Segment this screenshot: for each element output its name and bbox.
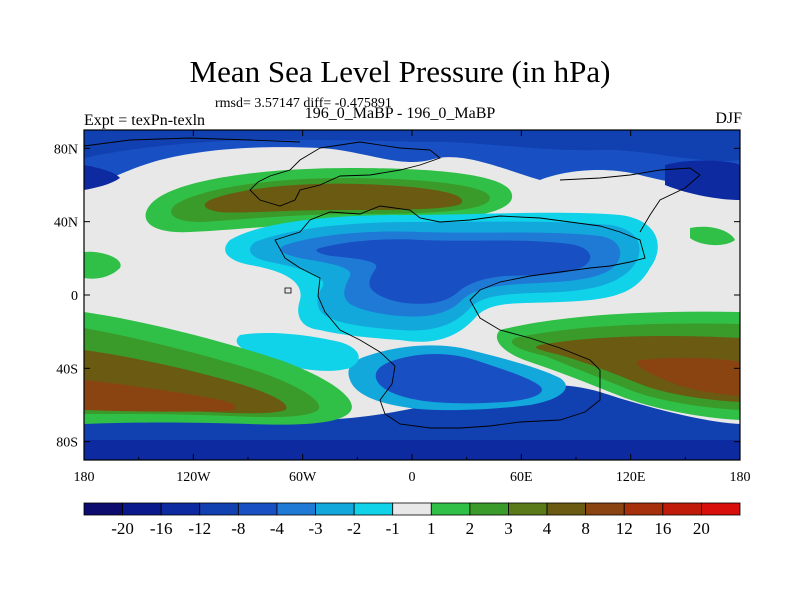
field-se-high-core [637, 357, 740, 396]
coastline-arctic [84, 137, 301, 147]
lon-tick-label: 0 [409, 470, 416, 485]
coastline-island [284, 287, 292, 294]
lat-tick-label: 0 [71, 289, 78, 304]
colorbar-label: -1 [386, 519, 400, 538]
colorbar-label: -8 [231, 519, 245, 538]
field-ne-low [665, 160, 740, 200]
colorbar-swatch [623, 502, 664, 516]
map-field [84, 130, 740, 460]
colorbar-label: 20 [693, 519, 710, 538]
colorbar-label: 8 [581, 519, 590, 538]
season-label: DJF [715, 110, 742, 127]
colorbar-label: -16 [150, 519, 173, 538]
coastline-pangea [274, 205, 646, 429]
colorbar-swatch [585, 502, 625, 516]
colorbar-swatch [392, 502, 432, 516]
field-east-high [690, 226, 735, 246]
field-sw-high-core [84, 380, 236, 412]
colorbar-swatch [160, 502, 201, 516]
lat-tick-label: 40S [56, 362, 78, 377]
colorbar-label: -12 [188, 519, 211, 538]
lat-tick-label: 40N [54, 216, 78, 231]
coastline-northeast [559, 167, 701, 233]
field-central-low-core [316, 239, 591, 304]
colorbar-label: 12 [616, 519, 633, 538]
colorbar-swatch [237, 502, 278, 516]
field-south-low-deep [84, 440, 740, 460]
colorbar-label: 16 [654, 519, 671, 538]
lat-tick-label: 80N [54, 142, 78, 157]
colorbar-label: -3 [308, 519, 322, 538]
field-south-mid-low-core [375, 354, 542, 404]
field-north-high-core [204, 183, 463, 213]
colorbar-swatch [199, 502, 239, 516]
colorbar-swatch [469, 502, 509, 516]
lon-tick-label: 120E [616, 470, 646, 485]
colorbar-label: -2 [347, 519, 361, 538]
axis-ticks: 80N 40N 0 40S 80S 180 120W 60W 0 60E 120E 180 [54, 130, 751, 485]
colorbar-swatch [701, 502, 741, 516]
colorbar-swatch [83, 502, 123, 516]
colorbar-swatch [276, 502, 316, 516]
field-sw-low [236, 332, 359, 371]
lon-tick-label: 120W [176, 470, 211, 485]
run-label: 196_0_MaBP - 196_0_MaBP [304, 105, 496, 122]
stats-text: rmsd= 3.57147 diff= -0.475891 [215, 96, 392, 111]
colorbar-swatch [315, 502, 355, 516]
colorbar-swatch [122, 502, 162, 516]
colorbar-label: -4 [270, 519, 285, 538]
colorbar-swatch [430, 502, 471, 516]
lon-tick-label: 60W [289, 470, 317, 485]
colorbar-label: -20 [111, 519, 134, 538]
field-arctic-deep [84, 130, 740, 161]
lon-tick-label: 180 [730, 470, 751, 485]
field-nw-low [84, 165, 120, 190]
colorbar: -20 -16 -12 -8 -4 -3 -2 -1 1 2 3 4 8 12 16 20 [83, 502, 741, 538]
colorbar-label: 2 [466, 519, 475, 538]
chart-title: Mean Sea Level Pressure (in hPa) [189, 54, 611, 89]
coastline-north [249, 141, 441, 207]
colorbar-label: 4 [543, 519, 552, 538]
experiment-label: Expt = texPn-texln [84, 112, 206, 129]
colorbar-label: 3 [504, 519, 513, 538]
colorbar-swatch [662, 502, 702, 516]
lon-tick-label: 60E [510, 470, 533, 485]
lon-tick-label: 180 [74, 470, 95, 485]
colorbar-swatch [508, 502, 548, 516]
lat-tick-label: 80S [56, 436, 78, 451]
colorbar-swatch [353, 502, 394, 516]
colorbar-label: 1 [427, 519, 436, 538]
colorbar-swatch [546, 502, 587, 516]
field-west-high [84, 251, 121, 279]
